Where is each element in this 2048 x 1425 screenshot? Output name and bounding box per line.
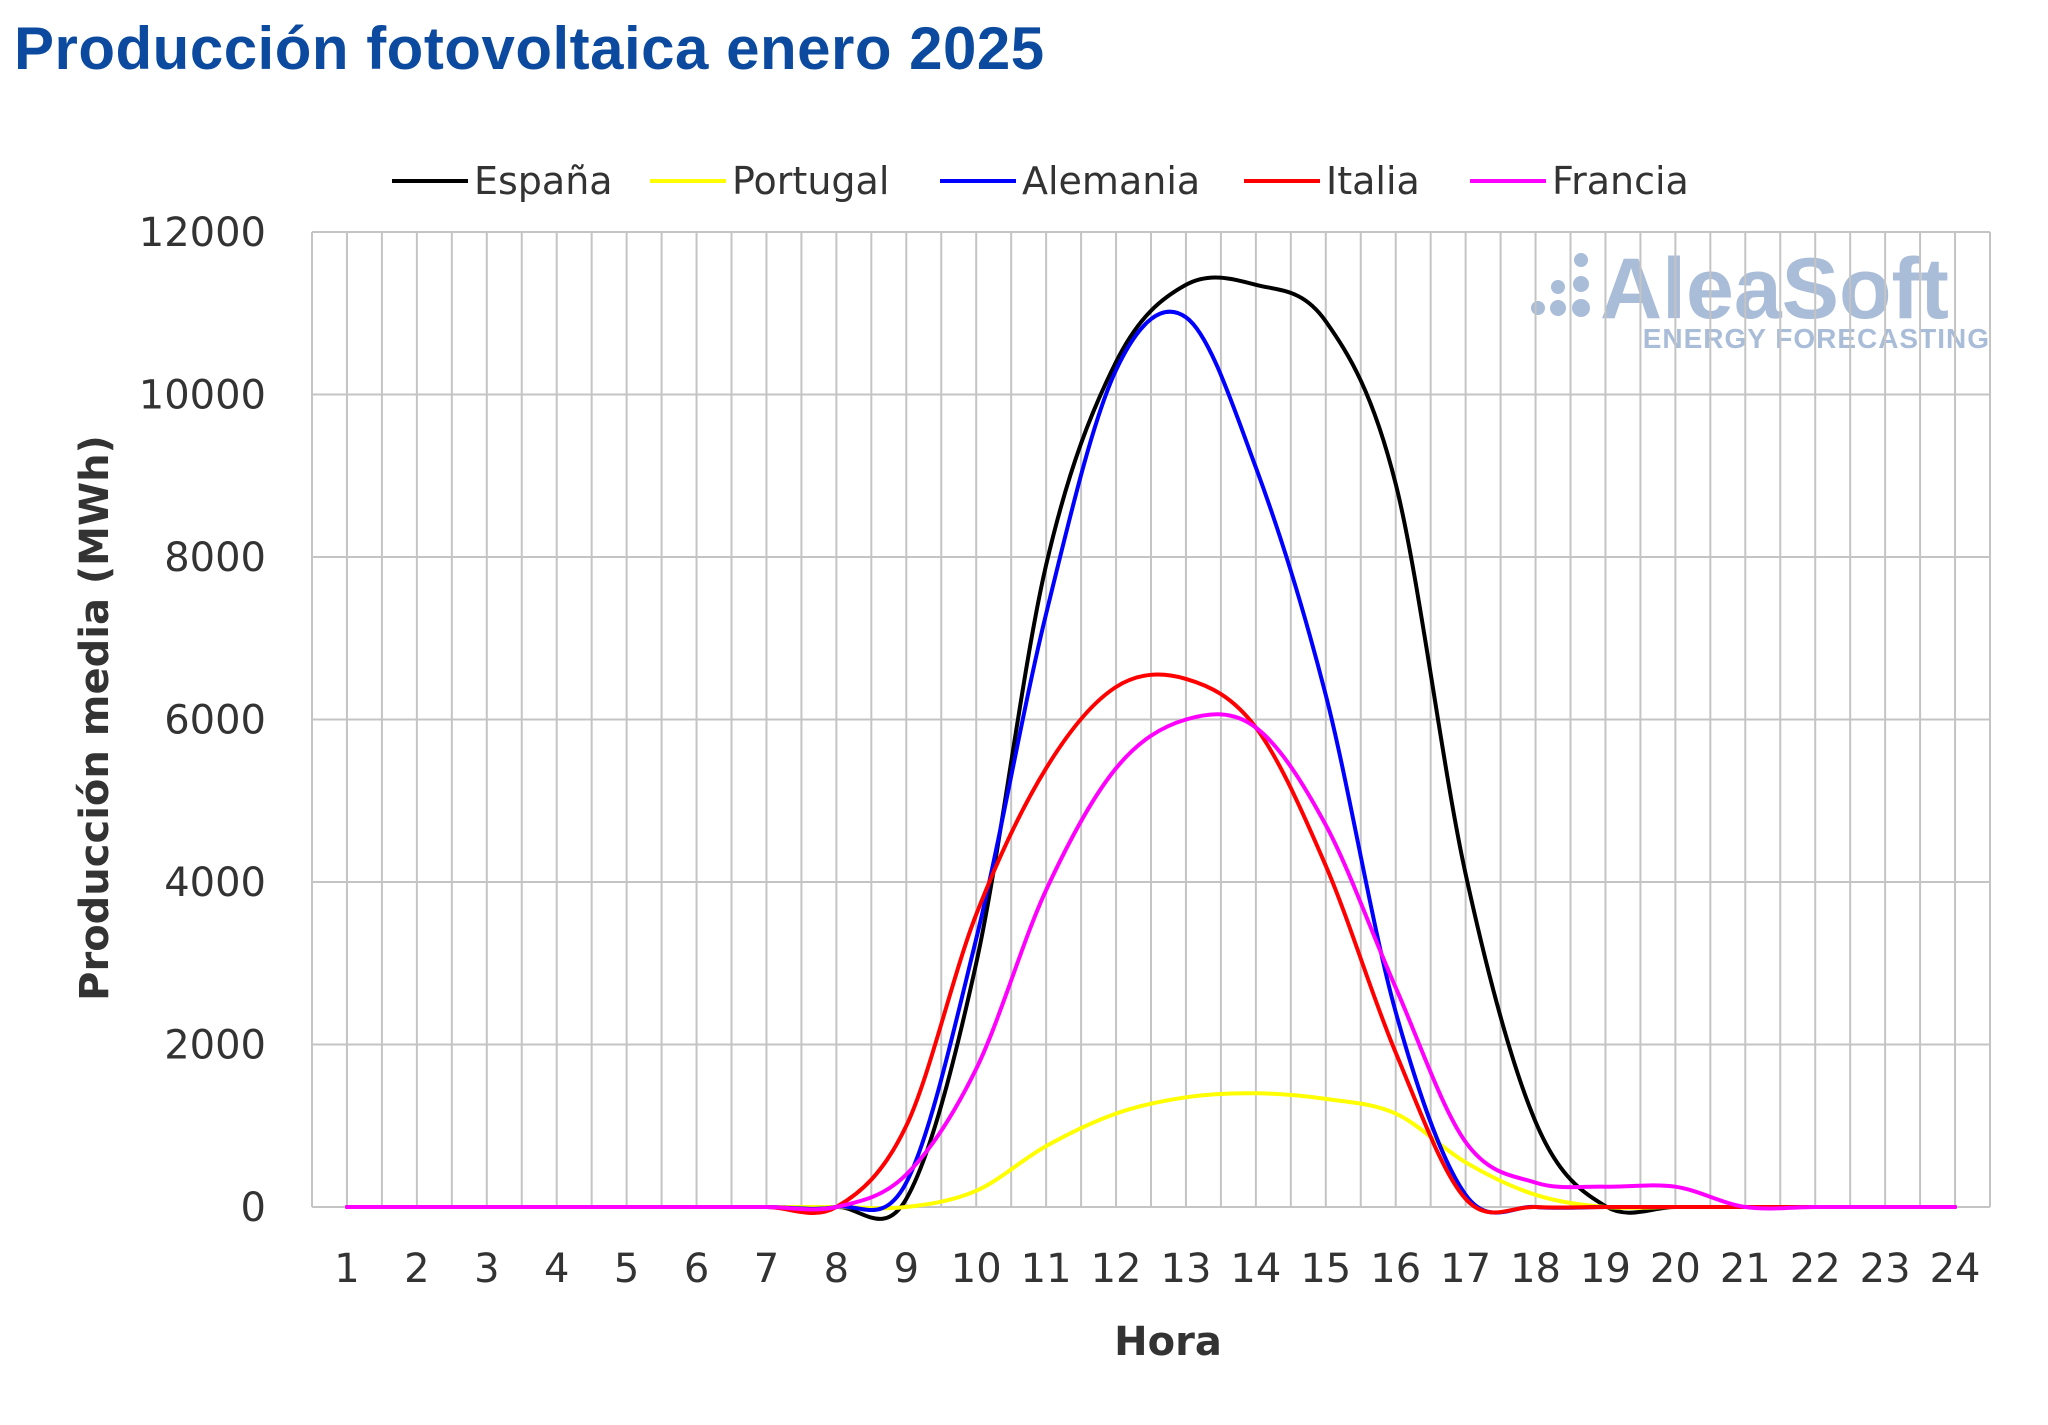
x-tick-label: 1 <box>334 1246 359 1292</box>
x-tick-label: 12 <box>1091 1246 1142 1292</box>
legend-label: Alemania <box>1022 159 1200 203</box>
x-tick-label: 14 <box>1230 1246 1281 1292</box>
x-tick-label: 18 <box>1510 1246 1561 1292</box>
x-tick-labels: 1 2 3 4 5 6 7 8 9 10 11 12 13 14 15 16 17 18 19 20 21 22 23 24 <box>334 1246 1980 1292</box>
x-tick-label: 4 <box>544 1246 569 1292</box>
legend-item-italia: Italia <box>1244 159 1420 203</box>
y-tick-label: 4000 <box>164 860 266 906</box>
x-tick-label: 16 <box>1370 1246 1421 1292</box>
legend-label: España <box>474 159 613 203</box>
x-tick-label: 5 <box>614 1246 639 1292</box>
y-tick-label: 0 <box>241 1185 266 1231</box>
watermark-brand: AleaSoft <box>1600 241 1949 337</box>
x-tick-label: 7 <box>754 1246 779 1292</box>
legend-item-espana: España <box>392 159 613 203</box>
x-tick-label: 23 <box>1860 1246 1911 1292</box>
x-tick-label: 24 <box>1930 1246 1981 1292</box>
x-tick-label: 6 <box>684 1246 709 1292</box>
legend: España Portugal Alemania Italia Francia <box>392 159 1689 203</box>
y-tick-label: 8000 <box>164 535 266 581</box>
x-tick-label: 13 <box>1161 1246 1212 1292</box>
x-tick-label: 11 <box>1021 1246 1072 1292</box>
legend-item-alemania: Alemania <box>940 159 1200 203</box>
dots-logo-icon <box>1531 253 1590 317</box>
x-tick-label: 21 <box>1720 1246 1771 1292</box>
x-tick-label: 10 <box>951 1246 1002 1292</box>
grid <box>311 231 1991 1208</box>
aleasoft-watermark: AleaSoft ENERGY FORECASTING <box>1531 241 1990 354</box>
y-tick-labels: 0 2000 4000 6000 8000 10000 12000 <box>139 210 266 1231</box>
x-tick-label: 19 <box>1580 1246 1631 1292</box>
x-tick-label: 15 <box>1300 1246 1351 1292</box>
x-tick-label: 20 <box>1650 1246 1701 1292</box>
x-tick-label: 22 <box>1790 1246 1841 1292</box>
chart-title: Producción fotovoltaica enero 2025 <box>14 15 1045 82</box>
legend-item-portugal: Portugal <box>650 159 889 203</box>
series-line-francia <box>345 712 1957 1212</box>
x-tick-label: 8 <box>824 1246 849 1292</box>
x-tick-label: 3 <box>474 1246 499 1292</box>
y-axis-title: Producción media (MWh) <box>72 435 118 1001</box>
y-tick-label: 2000 <box>164 1023 266 1069</box>
y-tick-label: 10000 <box>139 373 266 419</box>
x-tick-label: 9 <box>894 1246 919 1292</box>
x-axis-title: Hora <box>1114 1319 1222 1365</box>
watermark-tagline: ENERGY FORECASTING <box>1643 323 1990 354</box>
y-tick-label: 12000 <box>139 210 266 256</box>
series-lines <box>345 275 1957 1221</box>
y-tick-label: 6000 <box>164 698 266 744</box>
x-tick-label: 17 <box>1440 1246 1491 1292</box>
legend-item-francia: Francia <box>1470 159 1689 203</box>
legend-label: Italia <box>1326 159 1420 203</box>
legend-label: Portugal <box>732 159 889 203</box>
x-tick-label: 2 <box>404 1246 429 1292</box>
legend-label: Francia <box>1552 159 1689 203</box>
